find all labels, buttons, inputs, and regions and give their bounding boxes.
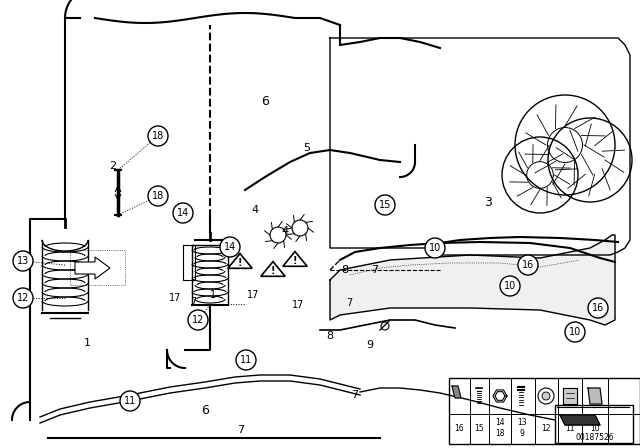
Circle shape xyxy=(188,310,208,330)
Circle shape xyxy=(518,255,538,275)
Text: 2: 2 xyxy=(109,161,116,171)
Text: 9: 9 xyxy=(367,340,374,350)
Text: 12: 12 xyxy=(17,293,29,303)
Circle shape xyxy=(220,237,240,257)
Text: 4: 4 xyxy=(282,226,289,236)
Text: 7: 7 xyxy=(346,298,352,308)
Text: 10: 10 xyxy=(590,423,600,432)
Text: 12: 12 xyxy=(192,315,204,325)
Text: 13
9: 13 9 xyxy=(517,418,527,438)
Text: 10: 10 xyxy=(504,281,516,291)
Circle shape xyxy=(500,276,520,296)
Circle shape xyxy=(375,195,395,215)
Polygon shape xyxy=(560,415,600,425)
Text: 11: 11 xyxy=(124,396,136,406)
Text: !: ! xyxy=(271,267,275,276)
Text: 14
18: 14 18 xyxy=(495,418,505,438)
Text: 16: 16 xyxy=(592,303,604,313)
Circle shape xyxy=(565,322,585,342)
Text: 5: 5 xyxy=(303,143,310,153)
Text: 10: 10 xyxy=(569,327,581,337)
Text: 00187526: 00187526 xyxy=(576,432,614,441)
Circle shape xyxy=(538,388,554,404)
Circle shape xyxy=(148,126,168,146)
Text: 8: 8 xyxy=(341,265,349,275)
Text: 16: 16 xyxy=(522,260,534,270)
Text: 7: 7 xyxy=(371,265,379,275)
Circle shape xyxy=(13,251,33,271)
Text: 6: 6 xyxy=(201,404,209,417)
Text: 7: 7 xyxy=(190,297,196,307)
Circle shape xyxy=(425,238,445,258)
Text: 4: 4 xyxy=(252,205,259,215)
Polygon shape xyxy=(588,388,602,404)
Circle shape xyxy=(542,392,550,400)
Text: 10: 10 xyxy=(429,243,441,253)
Text: 6: 6 xyxy=(261,95,269,108)
Circle shape xyxy=(173,203,193,223)
Text: 11: 11 xyxy=(565,423,575,432)
Circle shape xyxy=(148,186,168,206)
Polygon shape xyxy=(183,245,195,280)
Text: 18: 18 xyxy=(152,131,164,141)
Text: 3: 3 xyxy=(484,195,492,208)
Text: 7: 7 xyxy=(237,425,244,435)
Polygon shape xyxy=(330,235,615,325)
Polygon shape xyxy=(452,386,461,398)
Text: 15: 15 xyxy=(379,200,391,210)
Text: 17: 17 xyxy=(292,300,304,310)
Text: 11: 11 xyxy=(240,355,252,365)
Text: 14: 14 xyxy=(177,208,189,218)
Text: 18: 18 xyxy=(152,191,164,201)
Text: 16: 16 xyxy=(454,423,464,432)
Text: 12: 12 xyxy=(541,423,551,432)
Text: !: ! xyxy=(292,256,297,267)
Circle shape xyxy=(236,350,256,370)
Circle shape xyxy=(13,288,33,308)
Text: 15: 15 xyxy=(474,423,484,432)
Polygon shape xyxy=(563,388,577,404)
Circle shape xyxy=(120,391,140,411)
Text: 1: 1 xyxy=(83,338,90,348)
Text: 1: 1 xyxy=(210,290,216,300)
Text: 17: 17 xyxy=(169,293,181,303)
Text: !: ! xyxy=(237,258,243,268)
Text: 14: 14 xyxy=(224,242,236,252)
Bar xyxy=(449,378,640,444)
Circle shape xyxy=(588,298,608,318)
Text: 13: 13 xyxy=(17,256,29,266)
Bar xyxy=(555,405,633,443)
Polygon shape xyxy=(75,257,110,279)
Text: 17: 17 xyxy=(247,290,259,300)
Text: 7: 7 xyxy=(351,390,358,400)
Text: 8: 8 xyxy=(326,331,333,341)
